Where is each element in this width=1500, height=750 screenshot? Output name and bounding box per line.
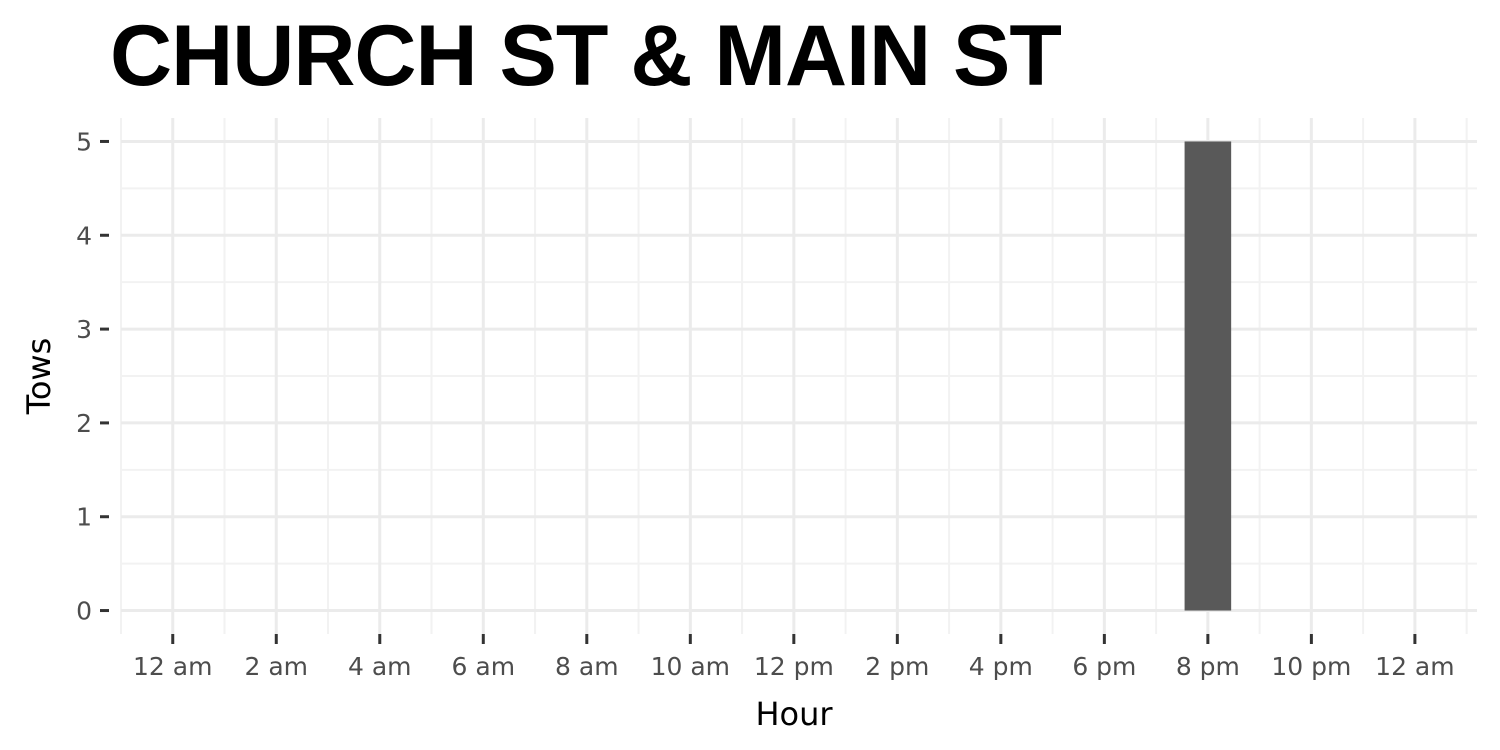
y-axis: 0 1 2 3 4 5 [76,127,109,626]
x-tick-label: 2 am [245,652,309,681]
x-tick-label: 12 pm [754,652,834,681]
y-tick-label: 1 [76,503,92,532]
x-tick-label: 8 am [555,652,619,681]
y-axis-title: Tows [20,338,58,416]
x-tick-label: 6 pm [1072,652,1136,681]
bars [1184,141,1232,611]
x-tick-label: 12 am [133,652,212,681]
y-tick-label: 4 [76,221,92,250]
x-axis: 12 am 2 am 4 am 6 am 8 am 10 am 12 pm 2 pm 4 pm 6… [133,634,1455,681]
x-tick-label: 8 pm [1176,652,1240,681]
y-tick-label: 5 [76,127,92,156]
major-grid [121,118,1477,634]
chart-title: CHURCH ST & MAIN ST [110,8,1062,104]
x-tick-label: 2 pm [865,652,929,681]
x-tick-label: 10 pm [1271,652,1351,681]
x-tick-label: 6 am [452,652,516,681]
x-tick-label: 12 am [1375,652,1454,681]
minor-grid [120,118,1477,634]
x-tick-label: 10 am [651,652,730,681]
y-tick-label: 0 [76,597,92,626]
bar [1184,141,1232,611]
y-tick-label: 2 [76,409,92,438]
x-tick-label: 4 pm [969,652,1033,681]
y-tick-label: 3 [76,315,92,344]
x-axis-title: Hour [755,695,833,733]
x-tick-label: 4 am [348,652,412,681]
